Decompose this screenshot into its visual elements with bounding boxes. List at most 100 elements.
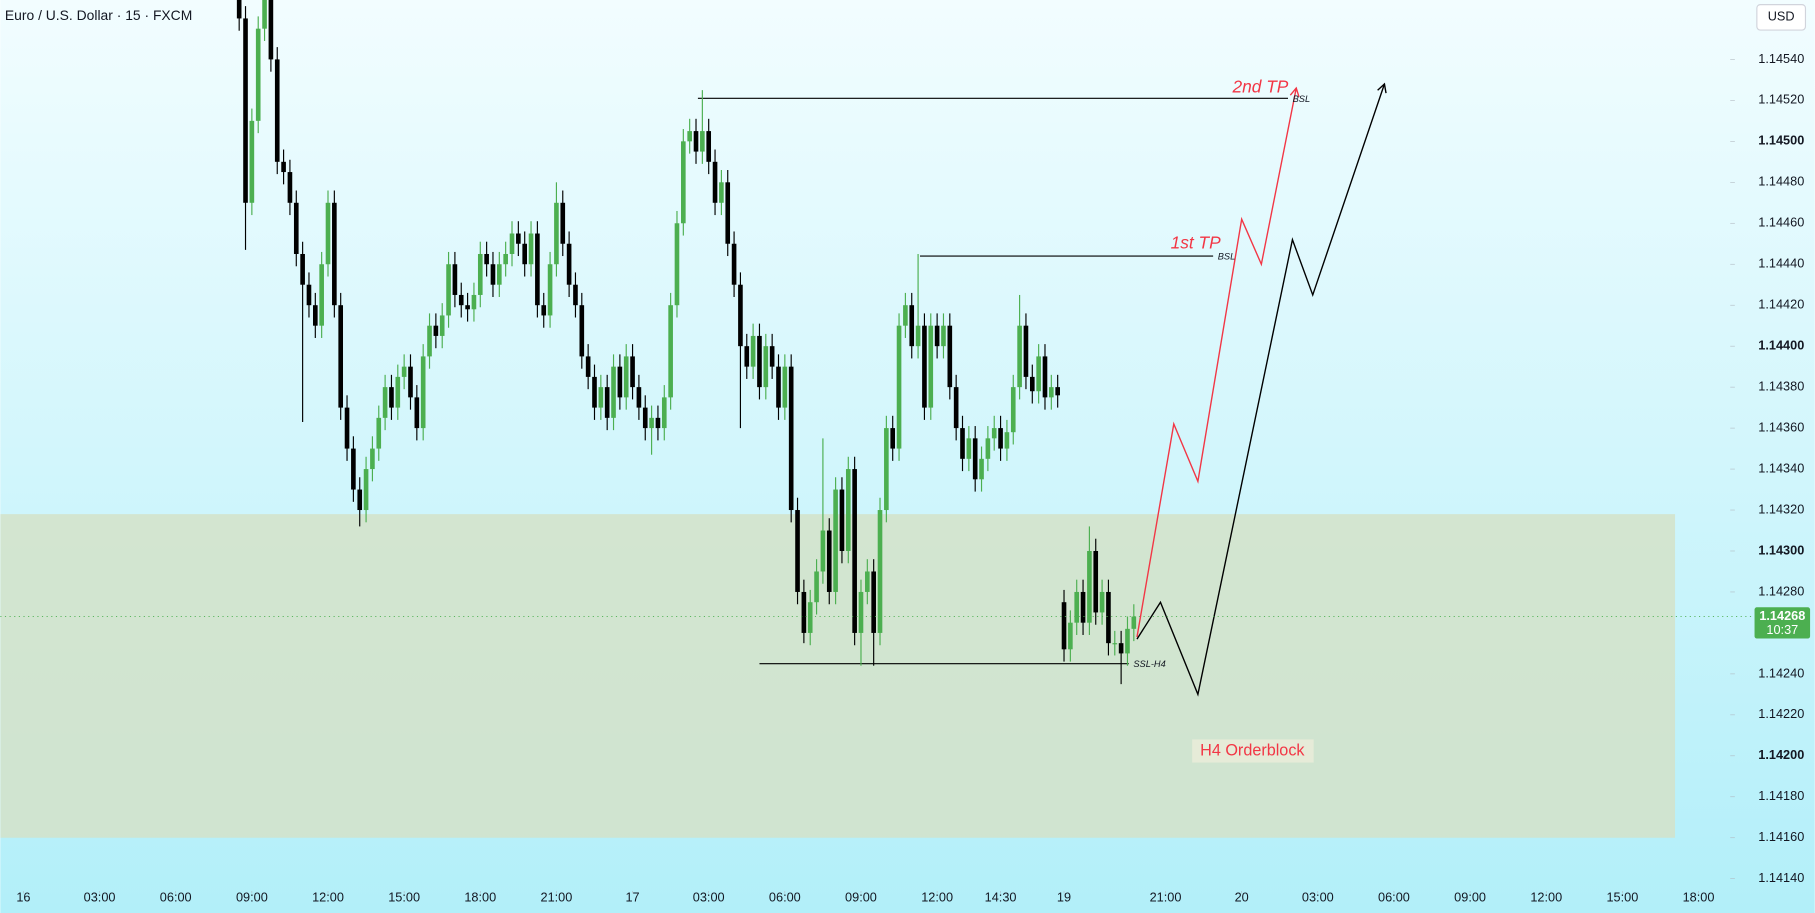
candle-body bbox=[604, 387, 610, 418]
candle-body bbox=[1029, 376, 1035, 392]
candle-body bbox=[681, 141, 686, 224]
candle-body bbox=[351, 448, 356, 490]
candle-body bbox=[249, 120, 255, 203]
candle-body bbox=[439, 315, 445, 336]
x-tick-label: 09:00 bbox=[236, 889, 268, 904]
candle-body bbox=[858, 591, 864, 633]
candle-body bbox=[1068, 622, 1073, 650]
y-tick-label: 1.14340 bbox=[1758, 460, 1804, 475]
y-tick-label: 1.14520 bbox=[1758, 92, 1804, 107]
y-tick-label: 1.14240 bbox=[1758, 665, 1804, 680]
y-tick-label: 1.14380 bbox=[1758, 378, 1804, 393]
candle-body bbox=[985, 438, 991, 459]
candle-body bbox=[801, 591, 807, 633]
candle-body bbox=[1023, 325, 1029, 377]
candle-body bbox=[300, 253, 305, 285]
x-tick-label: 03:00 bbox=[1302, 889, 1334, 904]
candle-body bbox=[814, 571, 819, 603]
candle-body bbox=[363, 469, 369, 511]
y-tick-label: 1.14160 bbox=[1758, 829, 1804, 844]
candle-body bbox=[934, 325, 940, 347]
x-tick-label: 15:00 bbox=[388, 889, 420, 904]
candle-body bbox=[287, 172, 293, 203]
candle-body bbox=[1004, 432, 1010, 449]
candle-body bbox=[458, 294, 464, 306]
x-tick-label: 12:00 bbox=[1530, 889, 1562, 904]
candle-body bbox=[719, 182, 724, 203]
y-tick-label: 1.14540 bbox=[1758, 51, 1804, 66]
candle-body bbox=[598, 387, 604, 408]
candle-body bbox=[947, 325, 953, 388]
candle-body bbox=[1055, 387, 1060, 396]
candle-body bbox=[1125, 628, 1130, 654]
candle-body bbox=[915, 325, 921, 347]
candle-body bbox=[903, 305, 908, 326]
candle-body bbox=[236, 0, 242, 19]
candle-body bbox=[503, 253, 508, 265]
candle-body bbox=[845, 469, 851, 551]
candle-body bbox=[1080, 591, 1086, 623]
candle-body bbox=[852, 469, 857, 633]
candle-body bbox=[623, 356, 629, 398]
y-tick-label: 1.14200 bbox=[1758, 747, 1804, 762]
x-tick-label: 20 bbox=[1235, 889, 1249, 904]
x-tick-label: 12:00 bbox=[921, 889, 953, 904]
candle-body bbox=[420, 356, 426, 429]
candle-body bbox=[674, 223, 680, 306]
candle-body bbox=[871, 571, 876, 633]
candle-body bbox=[471, 294, 477, 310]
candle-body bbox=[826, 530, 832, 592]
candle-body bbox=[668, 305, 673, 398]
y-tick-label: 1.14360 bbox=[1758, 419, 1804, 434]
candle-body bbox=[243, 18, 248, 203]
candle-body bbox=[991, 428, 997, 439]
candle-body bbox=[725, 182, 731, 244]
candle-body bbox=[865, 571, 870, 592]
candle-body bbox=[630, 356, 635, 388]
candle-body bbox=[1087, 550, 1092, 623]
zone-label-box bbox=[1192, 739, 1314, 763]
x-tick-label: 15:00 bbox=[1606, 889, 1638, 904]
candle-body bbox=[255, 28, 261, 121]
zone-label: H4 Orderblock bbox=[1200, 741, 1305, 759]
candle-body bbox=[401, 366, 407, 377]
candle-body bbox=[922, 325, 927, 408]
candle-body bbox=[1131, 616, 1137, 629]
target-label: 2nd TP bbox=[1231, 77, 1288, 97]
candle-body bbox=[319, 264, 324, 326]
x-tick-label: 19 bbox=[1057, 889, 1071, 904]
candle-body bbox=[642, 407, 648, 429]
candle-body bbox=[370, 448, 375, 470]
y-tick-label: 1.14440 bbox=[1758, 256, 1804, 271]
candle-body bbox=[731, 243, 737, 285]
candle-body bbox=[655, 417, 661, 429]
candle-body bbox=[268, 0, 274, 60]
x-tick-label: 09:00 bbox=[845, 889, 877, 904]
candle-body bbox=[344, 407, 350, 449]
level-label: BSL bbox=[1218, 252, 1235, 262]
candle-body bbox=[484, 253, 489, 265]
level-label: BSL bbox=[1293, 94, 1310, 104]
last-price-label: 1.14268 bbox=[1759, 608, 1805, 623]
candle-body bbox=[560, 202, 566, 244]
currency[interactable]: USD bbox=[1768, 9, 1795, 24]
candle-body bbox=[1049, 387, 1054, 398]
candle-body bbox=[909, 305, 915, 347]
candle-body bbox=[1093, 550, 1099, 613]
candle-body bbox=[757, 335, 762, 388]
y-tick-label: 1.14400 bbox=[1758, 338, 1804, 353]
chart-title: Euro / U.S. Dollar · 15 · FXCM bbox=[5, 7, 192, 23]
projection-path bbox=[1136, 83, 1386, 697]
candle-body bbox=[884, 428, 889, 511]
candle-body bbox=[890, 428, 896, 449]
candle-body bbox=[979, 458, 984, 480]
candle-body bbox=[1010, 387, 1016, 433]
candle-body bbox=[338, 305, 344, 408]
y-tick-label: 1.14140 bbox=[1758, 870, 1804, 885]
candle-body bbox=[433, 325, 439, 336]
candle-body bbox=[1074, 591, 1080, 623]
candle-body bbox=[649, 417, 654, 429]
candle-body bbox=[592, 376, 597, 408]
currency-box[interactable] bbox=[1756, 4, 1807, 31]
candle-body bbox=[693, 131, 699, 152]
